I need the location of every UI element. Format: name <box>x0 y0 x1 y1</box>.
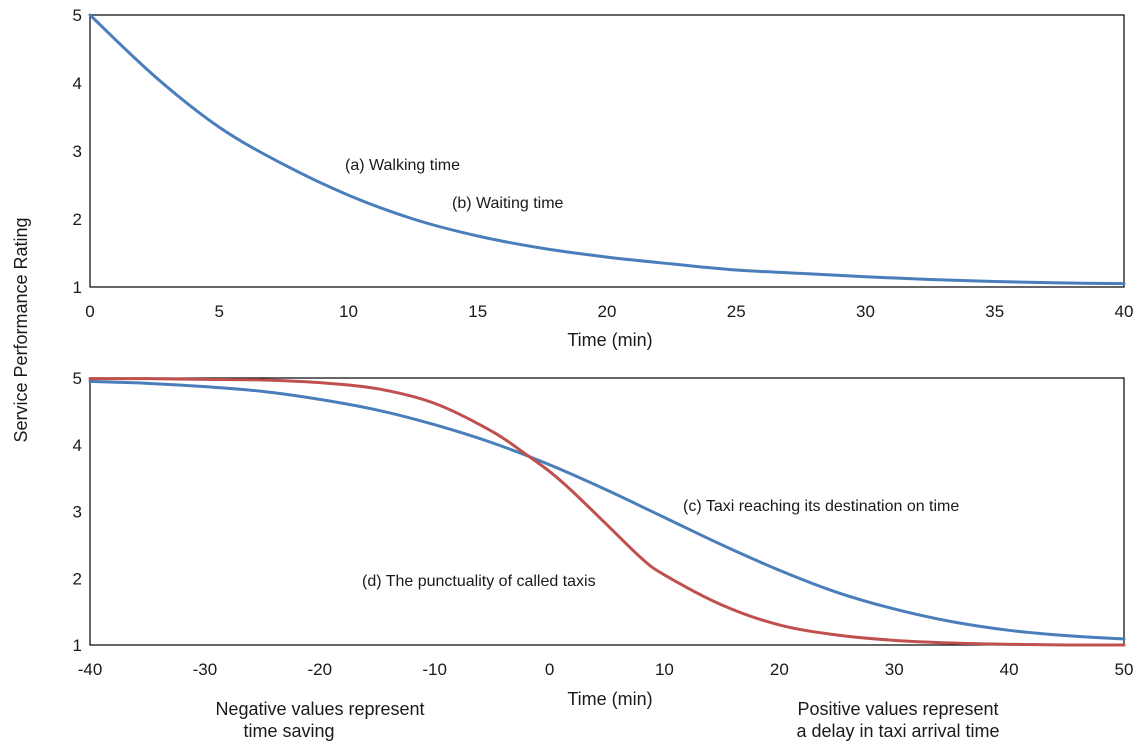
bottom-y-tick-labels: 1 2 3 4 5 <box>73 369 82 655</box>
bottom-panel: 1 2 3 4 5 -40 -30 -20 -10 0 10 20 30 40 50 Time (min)… <box>73 369 1134 741</box>
note-positive-values-line1: Positive values represent <box>797 699 998 719</box>
top-x-tick-label: 15 <box>468 302 487 321</box>
top-plot-frame <box>89 14 1125 288</box>
top-y-tick-label: 5 <box>73 6 82 25</box>
bottom-x-axis-title: Time (min) <box>567 689 652 709</box>
top-panel: 1 2 3 4 5 0 5 10 15 20 25 30 35 40 Time (min) (a) Wa… <box>73 6 1134 350</box>
bottom-x-tick-label: 40 <box>1000 660 1019 679</box>
annotation-taxi-punctuality: (d) The punctuality of called taxis <box>362 573 596 590</box>
bottom-x-tick-labels: -40 -30 -20 -10 0 10 20 30 40 50 <box>78 660 1134 679</box>
bottom-plot-frame <box>89 377 1125 646</box>
top-x-axis-title: Time (min) <box>567 330 652 350</box>
bottom-x-tick-label: 50 <box>1115 660 1134 679</box>
annotation-taxi-on-time: (c) Taxi reaching its destination on tim… <box>683 498 959 515</box>
shared-y-axis-title: Service Performance Rating <box>11 217 31 442</box>
top-x-tick-label: 20 <box>598 302 617 321</box>
bottom-x-tick-label: 10 <box>655 660 674 679</box>
top-x-tick-label: 0 <box>85 302 94 321</box>
bottom-series-lines <box>88 377 1126 647</box>
bottom-y-tick-label: 5 <box>73 369 82 388</box>
bottom-x-tick-label: 30 <box>885 660 904 679</box>
bottom-x-tick-label: -10 <box>422 660 447 679</box>
top-y-tick-label: 3 <box>73 142 82 161</box>
bottom-series-line-1 <box>88 379 1126 641</box>
top-series-lines <box>88 13 1126 286</box>
note-negative-values-line2: time saving <box>243 721 334 741</box>
bottom-x-tick-label: -20 <box>307 660 332 679</box>
top-y-tick-label: 2 <box>73 210 82 229</box>
annotation-walking-time: (a) Walking time <box>345 157 460 174</box>
top-x-tick-label: 25 <box>727 302 746 321</box>
bottom-x-tick-label: 0 <box>545 660 554 679</box>
top-x-tick-label: 35 <box>985 302 1004 321</box>
annotation-waiting-time: (b) Waiting time <box>452 195 564 212</box>
bottom-x-tick-label: -40 <box>78 660 103 679</box>
bottom-y-tick-label: 3 <box>73 503 82 522</box>
top-x-tick-label: 30 <box>856 302 875 321</box>
top-series-line-1 <box>88 13 1126 286</box>
top-y-tick-labels: 1 2 3 4 5 <box>73 6 82 297</box>
top-x-tick-label: 5 <box>215 302 224 321</box>
bottom-y-tick-label: 2 <box>73 569 82 588</box>
top-y-tick-label: 4 <box>73 74 82 93</box>
top-x-tick-label: 40 <box>1115 302 1134 321</box>
bottom-x-tick-label: -30 <box>193 660 218 679</box>
top-y-tick-label: 1 <box>73 278 82 297</box>
top-x-tick-labels: 0 5 10 15 20 25 30 35 40 <box>85 302 1133 321</box>
note-negative-values-line1: Negative values represent <box>215 699 424 719</box>
bottom-y-tick-label: 1 <box>73 636 82 655</box>
note-positive-values-line2: a delay in taxi arrival time <box>796 721 999 741</box>
bottom-x-tick-label: 20 <box>770 660 789 679</box>
top-x-tick-label: 10 <box>339 302 358 321</box>
bottom-series-line-2 <box>88 377 1126 647</box>
bottom-y-tick-label: 4 <box>73 436 82 455</box>
